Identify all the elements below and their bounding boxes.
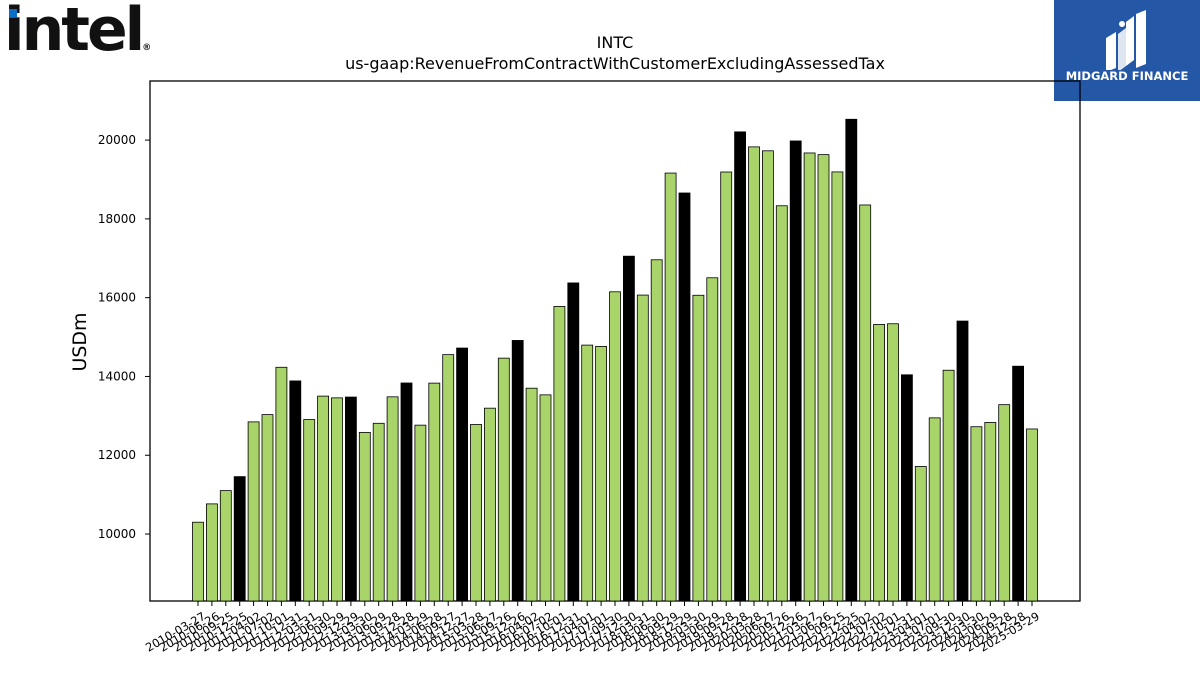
bar	[998, 404, 1011, 602]
bar	[233, 476, 246, 602]
bar	[789, 140, 802, 602]
bar	[762, 150, 774, 602]
bar	[289, 380, 302, 602]
bar	[1012, 365, 1024, 602]
bar	[623, 255, 635, 602]
bar	[400, 382, 413, 602]
bar	[456, 347, 469, 602]
bar	[511, 340, 524, 602]
bar	[581, 344, 594, 602]
bar	[205, 503, 218, 602]
bar	[331, 397, 343, 602]
bar	[734, 131, 746, 602]
chart-title-block: INTC us-gaap:RevenueFromContractWithCust…	[150, 32, 1080, 74]
bar	[414, 424, 427, 602]
bar	[817, 154, 830, 602]
bar	[664, 172, 677, 602]
bar	[650, 259, 663, 602]
bar	[247, 421, 260, 602]
bar	[609, 291, 621, 602]
bar	[428, 382, 441, 602]
bar	[303, 419, 316, 602]
bar	[678, 192, 691, 602]
chart-title: INTC	[596, 33, 634, 52]
bar	[803, 152, 816, 602]
bar	[317, 395, 330, 602]
y-axis: 10000 12000 14000 16000 18000 20000	[98, 133, 150, 541]
bar	[748, 146, 760, 602]
bar	[497, 357, 510, 602]
x-axis: 2010-03-272010-06-262010-09-252010-12-25…	[143, 601, 1042, 655]
intel-logo: intel®	[4, 0, 151, 78]
bar	[344, 396, 357, 602]
bar	[775, 205, 788, 602]
bar-series	[192, 118, 1038, 602]
bar	[539, 394, 552, 602]
bar	[192, 521, 204, 602]
bar	[692, 294, 705, 602]
bar	[845, 118, 858, 602]
bar	[1026, 428, 1038, 602]
bar	[720, 171, 733, 602]
intel-logo-text: intel	[4, 0, 145, 65]
bar	[358, 431, 371, 602]
chart-subtitle: us-gaap:RevenueFromContractWithCustomerE…	[345, 54, 885, 73]
registered-mark: ®	[142, 43, 152, 53]
bar	[470, 424, 482, 602]
bar	[386, 396, 399, 602]
bar	[914, 466, 927, 602]
bar	[636, 294, 649, 602]
bar	[928, 417, 941, 602]
bar	[706, 277, 719, 602]
bar	[219, 490, 232, 602]
y-axis-label: USDm	[69, 312, 91, 371]
y-tick-label: 14000	[98, 369, 136, 383]
bar	[956, 320, 969, 602]
y-tick-label: 16000	[98, 291, 136, 305]
bar	[567, 282, 580, 602]
bar	[984, 422, 997, 602]
bar	[483, 407, 496, 602]
midgard-finance-badge: MIDGARD FINANCE	[1054, 0, 1200, 101]
bar	[887, 323, 899, 602]
bar	[372, 422, 385, 602]
y-tick-label: 10000	[98, 527, 136, 541]
bar	[442, 354, 455, 602]
bar	[942, 369, 955, 602]
intel-logo-dot-icon	[9, 9, 17, 17]
bar	[831, 171, 844, 602]
y-tick-label: 18000	[98, 212, 136, 226]
y-tick-label: 20000	[98, 133, 136, 147]
bar	[595, 345, 607, 602]
bar	[901, 374, 913, 602]
bar	[525, 387, 538, 602]
bar	[970, 426, 983, 602]
y-tick-label: 12000	[98, 448, 136, 462]
bar	[873, 324, 885, 602]
midgard-finance-logo-icon	[1106, 10, 1146, 70]
bar	[275, 366, 288, 602]
bar	[859, 204, 872, 602]
bar	[553, 306, 566, 602]
midgard-finance-name: MIDGARD FINANCE	[1065, 69, 1189, 83]
bar	[261, 414, 274, 602]
